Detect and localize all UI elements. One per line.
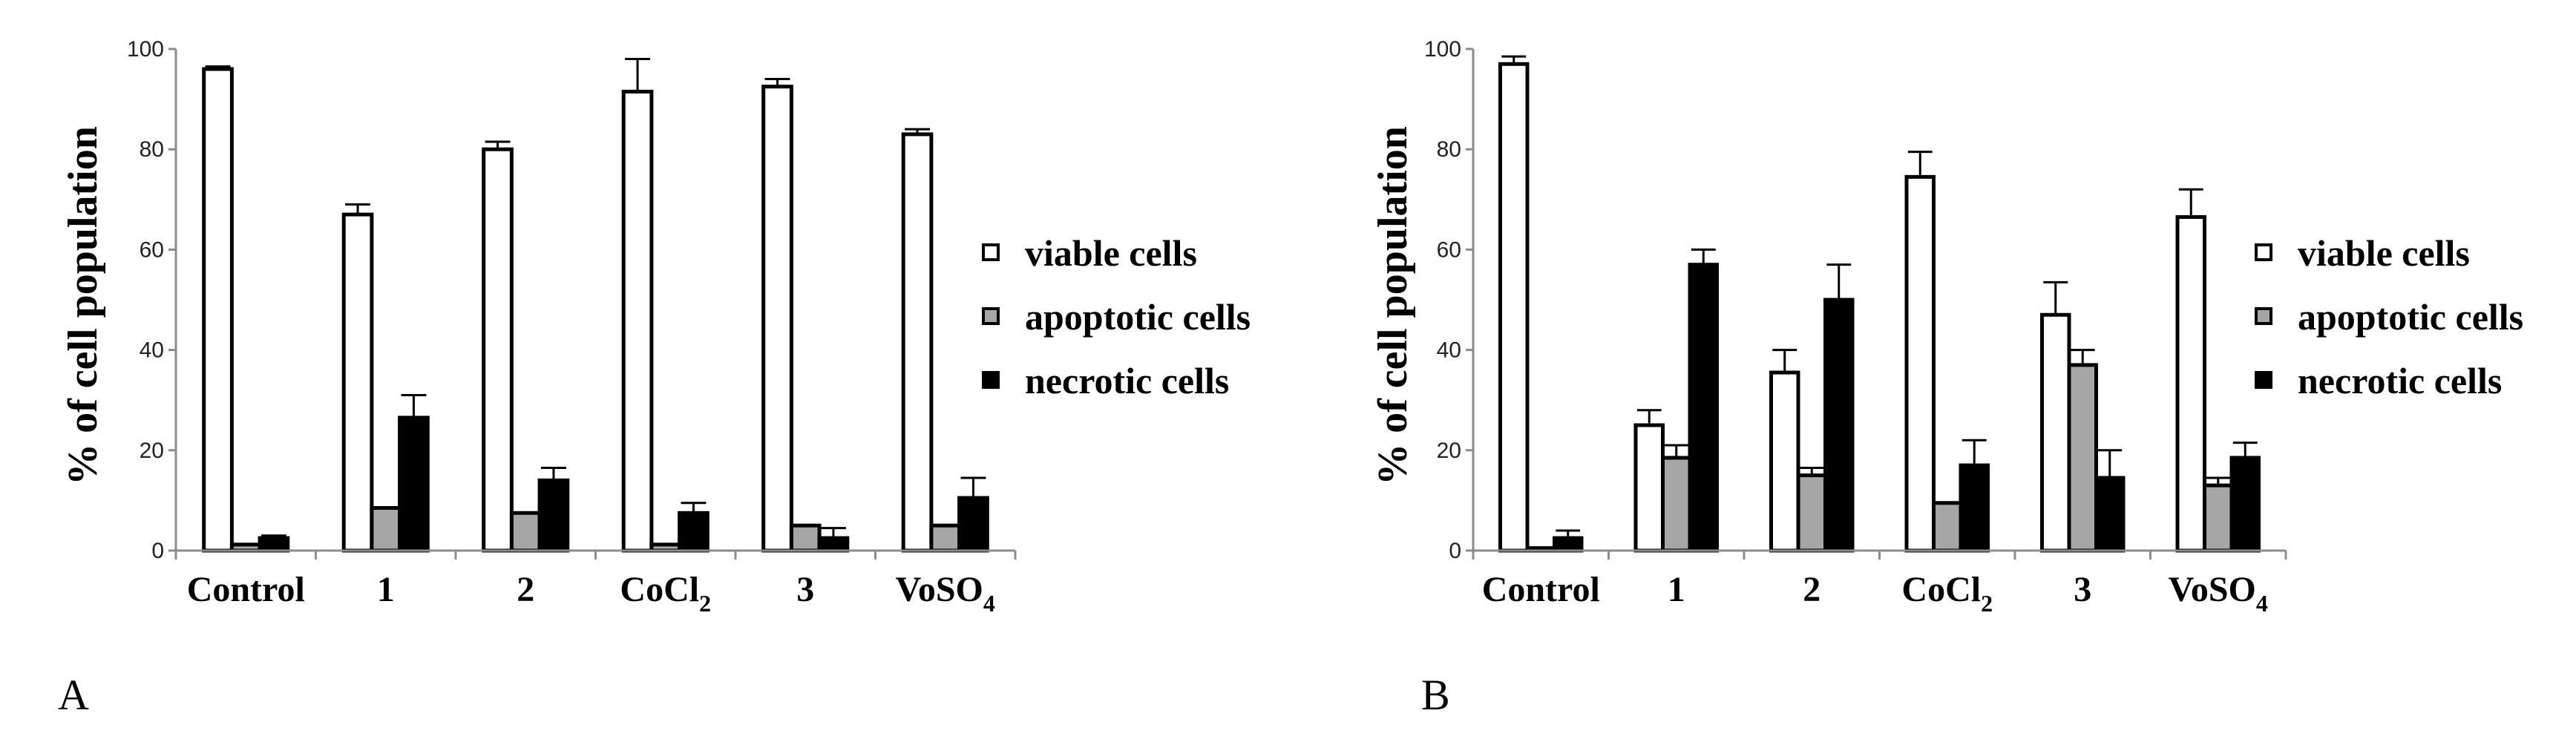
bar xyxy=(929,523,962,553)
bar xyxy=(2040,312,2071,553)
legend-label: viable cells xyxy=(2298,232,2470,274)
bar xyxy=(341,212,374,553)
bar xyxy=(2229,456,2261,553)
bar xyxy=(1633,423,1665,553)
x-tick-label: 3 xyxy=(2074,570,2091,609)
y-tick-label: 60 xyxy=(1437,237,1461,262)
y-axis-label: % of cell population xyxy=(60,126,106,485)
legend-label: apoptotic cells xyxy=(2298,296,2523,338)
y-tick-label: 100 xyxy=(127,37,164,62)
bar xyxy=(1904,174,1936,553)
bar xyxy=(258,536,290,553)
bar xyxy=(901,132,934,553)
bar xyxy=(2094,476,2126,553)
y-axis-label: % of cell population xyxy=(1370,126,1416,485)
x-tick-label-subscript: 2 xyxy=(699,590,711,617)
bar xyxy=(678,511,709,553)
bar xyxy=(202,67,234,553)
y-tick-label: 60 xyxy=(140,237,164,262)
y-tick-label: 80 xyxy=(1437,137,1461,162)
x-tick-label: 2 xyxy=(517,570,534,609)
bar xyxy=(621,89,654,553)
legend-swatch xyxy=(2255,307,2272,325)
bar xyxy=(817,536,850,553)
bar xyxy=(2067,363,2098,553)
x-tick-label: VoSO4 xyxy=(2169,570,2268,617)
bar xyxy=(1796,473,1827,553)
bar xyxy=(1959,463,1990,553)
bar xyxy=(1553,536,1584,553)
legend-label: necrotic cells xyxy=(2298,360,2502,401)
panel-b: 0 20 40 60 80 100 % of cell population Control 1… xyxy=(1370,37,2523,719)
bar xyxy=(2203,483,2234,553)
panel-label: B xyxy=(1421,671,1450,719)
bar xyxy=(509,511,542,553)
y-tick-label: 40 xyxy=(1437,338,1461,363)
legend-swatch xyxy=(982,307,1000,325)
bar xyxy=(482,147,514,553)
x-tick-label: 1 xyxy=(377,570,395,609)
legend-swatch xyxy=(2255,243,2272,261)
x-tick-label-subscript: 4 xyxy=(2256,590,2268,617)
bar xyxy=(761,85,793,553)
x-tick-label-subscript: 4 xyxy=(983,590,995,617)
bar xyxy=(957,496,989,553)
bar xyxy=(789,523,822,553)
bar xyxy=(1661,456,1692,553)
panel-label: A xyxy=(58,671,89,719)
y-tick-label: 0 xyxy=(151,539,164,563)
legend-swatch xyxy=(982,243,1000,261)
bar xyxy=(537,478,570,553)
bar xyxy=(398,416,430,553)
y-tick-label: 0 xyxy=(1449,539,1461,563)
legend-label: viable cells xyxy=(1025,232,1197,274)
legend-swatch xyxy=(982,371,1000,389)
panel-a: 0 20 40 60 80 100 % of cell population Control 1… xyxy=(58,37,1251,719)
legend-swatch xyxy=(2255,371,2272,389)
legend-label: necrotic cells xyxy=(1025,360,1229,401)
bar xyxy=(1769,370,1800,553)
bar xyxy=(1823,298,1855,553)
y-tick-label: 40 xyxy=(140,338,164,363)
bar xyxy=(1498,62,1530,553)
x-tick-label: Control xyxy=(1482,570,1600,609)
x-tick-label: 3 xyxy=(796,570,814,609)
x-tick-label: Control xyxy=(187,570,305,609)
y-tick-label: 20 xyxy=(1437,439,1461,463)
x-tick-label: 1 xyxy=(1668,570,1685,609)
x-tick-label: CoCl2 xyxy=(1901,570,1993,617)
y-tick-label: 100 xyxy=(1424,37,1461,62)
x-tick-label: 2 xyxy=(1803,570,1820,609)
bar xyxy=(1932,501,1963,553)
y-tick-label: 20 xyxy=(140,439,164,463)
bar xyxy=(1688,263,1719,553)
bar xyxy=(2175,214,2206,553)
x-tick-label: VoSO4 xyxy=(896,570,995,617)
legend-label: apoptotic cells xyxy=(1025,296,1251,338)
x-tick-label-subscript: 2 xyxy=(1981,590,1993,617)
x-tick-label: CoCl2 xyxy=(620,570,711,617)
bar xyxy=(370,506,402,553)
y-tick-label: 80 xyxy=(140,137,164,162)
